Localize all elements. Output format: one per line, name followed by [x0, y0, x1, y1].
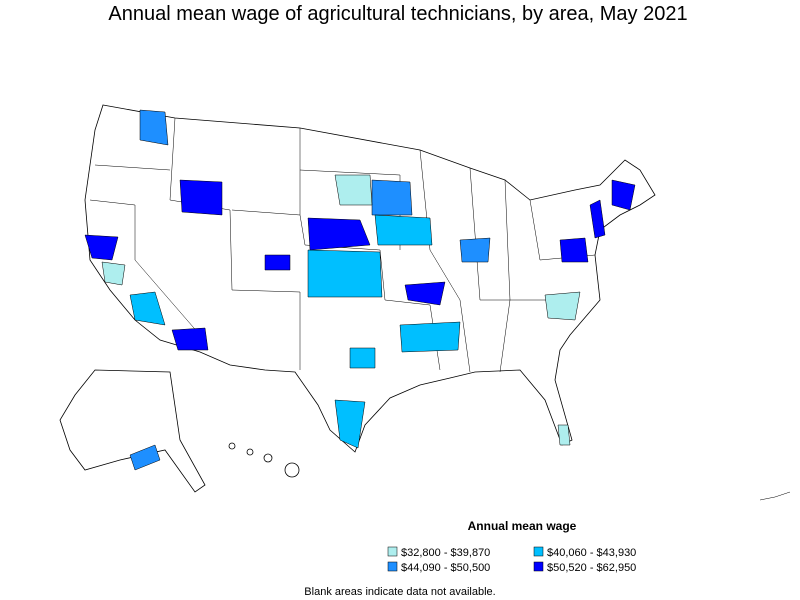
legend-swatch	[533, 561, 544, 572]
legend-swatch	[387, 546, 398, 557]
legend-swatch	[387, 561, 398, 572]
hawaii	[228, 442, 300, 478]
us-map	[59, 104, 791, 501]
legend-title: Annual mean wage	[468, 519, 577, 533]
legend: $32,800 - $39,870 $40,060 - $43,930 $44,09…	[387, 546, 636, 574]
state-lines	[89, 117, 596, 373]
legend-label: $44,090 - $50,500	[401, 562, 490, 574]
note: Blank areas indicate data not available.	[304, 586, 495, 598]
wage-areas	[84, 109, 636, 471]
legend-label: $40,060 - $43,930	[547, 547, 636, 559]
map-title: Annual mean wage of agricultural technic…	[108, 3, 687, 25]
legend-swatch	[533, 546, 544, 557]
alaska	[59, 369, 206, 493]
legend-label: $50,520 - $62,950	[547, 562, 636, 574]
legend-label: $32,800 - $39,870	[401, 547, 490, 559]
